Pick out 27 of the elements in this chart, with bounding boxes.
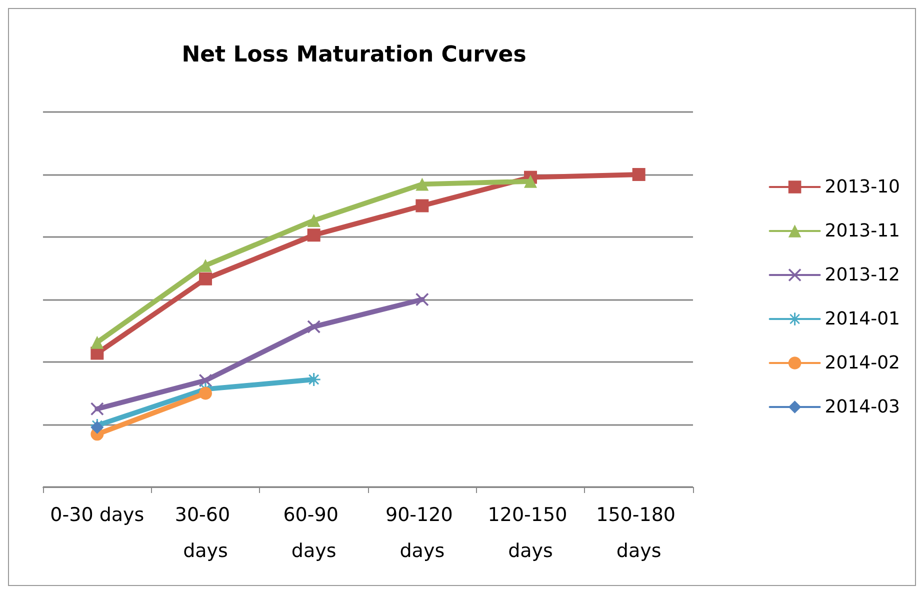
point	[416, 199, 429, 212]
point	[416, 293, 429, 306]
point	[199, 386, 212, 400]
point	[199, 272, 212, 286]
point	[307, 228, 320, 242]
legend-label: 2014-03	[824, 396, 900, 418]
legend-label: 2013-11	[824, 220, 900, 242]
point	[524, 174, 537, 188]
x-tick-label: 30-60 days	[174, 504, 236, 562]
point	[90, 336, 104, 349]
x-tick-label: 150-180 days	[596, 504, 682, 562]
point	[307, 320, 320, 334]
point	[199, 258, 212, 272]
x-tick-label: 120-150 days	[488, 504, 574, 562]
chart-title: Net Loss Maturation Curves	[182, 42, 526, 68]
legend-label: 2013-12	[824, 264, 900, 286]
legend-label: 2013-10	[824, 176, 900, 198]
x-tick-label: 90-120 days	[385, 504, 459, 562]
point	[632, 168, 646, 181]
x-tick-label: 0-30 days	[50, 504, 144, 526]
legend-label: 2014-01	[824, 308, 900, 330]
legend-label: 2014-02	[824, 352, 900, 374]
point	[307, 373, 320, 386]
point	[416, 178, 429, 191]
x-tick-label: 60-90 days	[283, 504, 344, 562]
point	[90, 402, 104, 416]
point	[307, 214, 320, 227]
